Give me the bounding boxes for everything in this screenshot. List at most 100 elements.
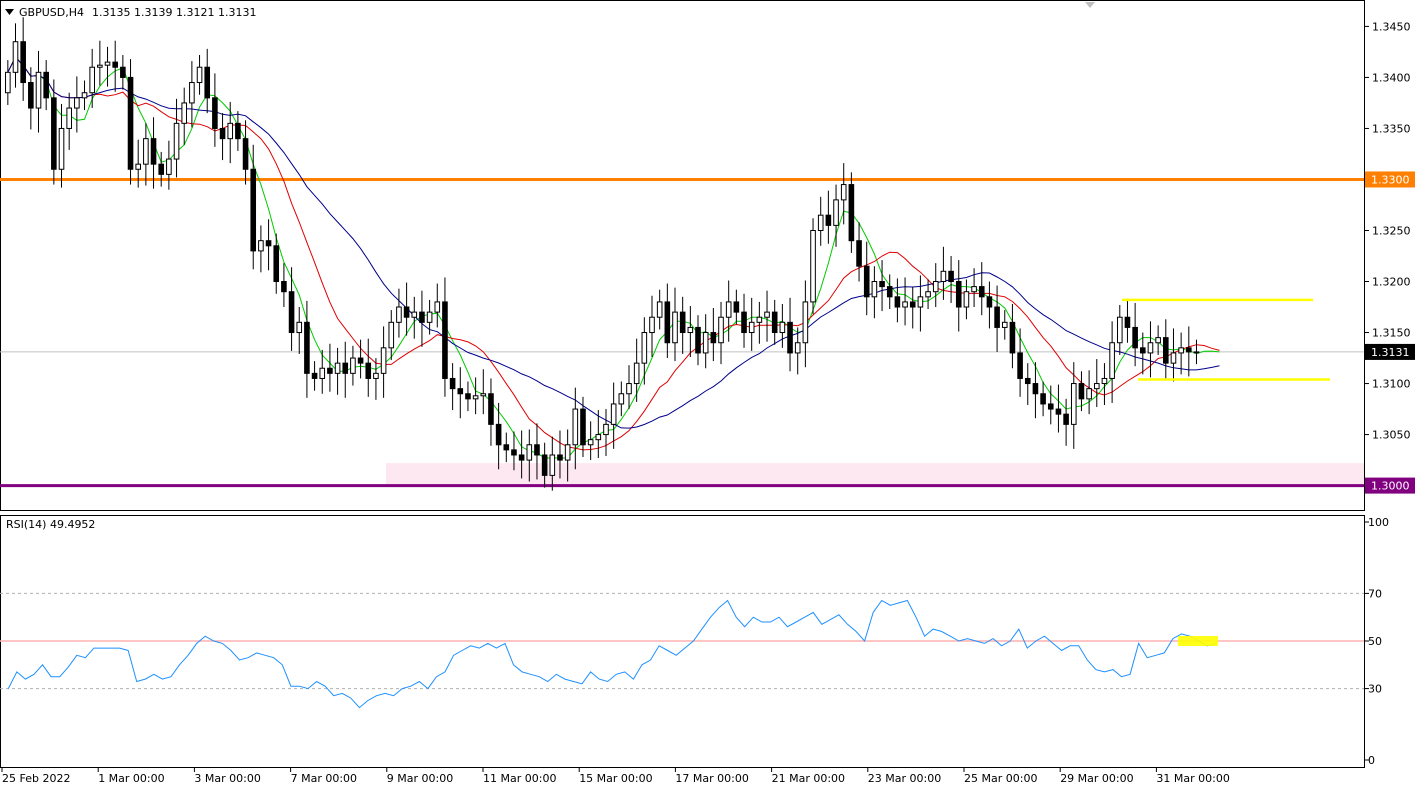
candle — [488, 378, 494, 446]
time-tick-label: 15 Mar 00:00 — [579, 772, 652, 785]
candle — [894, 278, 901, 323]
candle — [641, 317, 648, 385]
candle — [1162, 319, 1169, 379]
time-tick-label: 17 Mar 00:00 — [675, 772, 748, 785]
candle — [120, 54, 126, 90]
candle — [189, 61, 195, 128]
time-tick-label: 1 Mar 00:00 — [98, 772, 164, 785]
candle — [311, 361, 318, 391]
rsi-highlight — [1178, 636, 1218, 646]
time-tick-label: 3 Mar 00:00 — [194, 772, 260, 785]
candle — [150, 117, 157, 189]
candle — [74, 76, 80, 133]
candle — [664, 283, 671, 359]
time-tick-label: 31 Mar 00:00 — [1156, 772, 1229, 785]
candle — [1178, 332, 1184, 375]
candle — [319, 349, 326, 394]
rsi-levels — [0, 592, 1364, 690]
candle — [265, 219, 272, 271]
svg-text:1.3131: 1.3131 — [1371, 346, 1410, 359]
candle — [342, 341, 349, 398]
candle — [518, 430, 525, 479]
candle — [810, 218, 816, 315]
candle — [511, 431, 517, 471]
candle — [334, 347, 341, 395]
candle — [587, 421, 594, 461]
candle — [863, 241, 870, 316]
candle — [227, 101, 234, 164]
candle — [219, 113, 226, 161]
candle — [687, 306, 694, 358]
candle — [1047, 385, 1054, 425]
candle — [649, 295, 655, 358]
price-tick-label: 1.3200 — [1372, 276, 1411, 289]
time-tick-label: 25 Feb 2022 — [2, 772, 70, 785]
time-tick-label: 7 Mar 00:00 — [291, 772, 357, 785]
candle — [495, 402, 502, 470]
candle — [442, 277, 448, 397]
candle — [695, 315, 701, 366]
candle — [580, 396, 586, 458]
candle — [1009, 303, 1016, 369]
symbol-label: GBPUSD,H4 — [19, 6, 84, 19]
candle — [419, 290, 425, 347]
candle — [1040, 381, 1046, 417]
candle — [741, 293, 747, 348]
candle — [304, 300, 310, 398]
candle — [1147, 321, 1154, 378]
rsi-tick-label: 0 — [1368, 754, 1375, 767]
candle — [158, 151, 165, 187]
candle — [5, 60, 11, 105]
candle — [66, 92, 72, 150]
candle — [449, 363, 456, 411]
candle — [20, 17, 26, 101]
candle — [1193, 339, 1200, 365]
candle — [940, 246, 947, 300]
candle — [549, 436, 556, 491]
candle — [879, 260, 885, 312]
candle — [971, 268, 977, 308]
candle — [733, 289, 740, 325]
svg-text:1.3000: 1.3000 — [1371, 480, 1410, 493]
candle — [51, 79, 57, 185]
candle — [948, 256, 954, 303]
candle — [802, 280, 809, 368]
candle — [212, 73, 218, 147]
ohlc-values: 1.3135 1.3139 1.3121 1.3131 — [92, 6, 256, 19]
candle — [886, 274, 893, 310]
candle — [725, 280, 732, 342]
candle — [1032, 362, 1039, 419]
candle — [97, 40, 103, 86]
candle — [541, 442, 548, 488]
rsi-tick-label: 30 — [1368, 683, 1382, 696]
candles — [5, 17, 1200, 491]
candle — [710, 308, 717, 362]
price-tick-label: 1.3450 — [1372, 20, 1411, 33]
candle — [380, 326, 387, 398]
scroll-marker-icon[interactable] — [1085, 2, 1095, 8]
price-tick-label: 1.3400 — [1372, 71, 1411, 84]
candle — [1170, 328, 1177, 382]
time-tick-label: 25 Mar 00:00 — [964, 772, 1037, 785]
candle — [327, 343, 333, 392]
candle — [756, 301, 763, 344]
dropdown-arrow-icon[interactable] — [5, 9, 14, 15]
candle — [472, 377, 479, 415]
candle — [779, 303, 786, 348]
candle — [978, 262, 985, 316]
candle — [564, 429, 571, 482]
candle — [204, 48, 211, 114]
candle — [610, 382, 617, 449]
candle — [1186, 326, 1192, 377]
candle — [963, 279, 970, 320]
candle — [434, 283, 441, 328]
time-tick-label: 29 Mar 00:00 — [1060, 772, 1133, 785]
candle — [465, 381, 471, 412]
candle — [856, 222, 862, 282]
candle — [273, 233, 280, 294]
candle — [173, 98, 180, 178]
candle — [702, 314, 709, 369]
price-panel: GBPUSD,H4 1.3135 1.3139 1.3121 1.3131 — [0, 0, 1365, 511]
candle — [357, 339, 364, 379]
